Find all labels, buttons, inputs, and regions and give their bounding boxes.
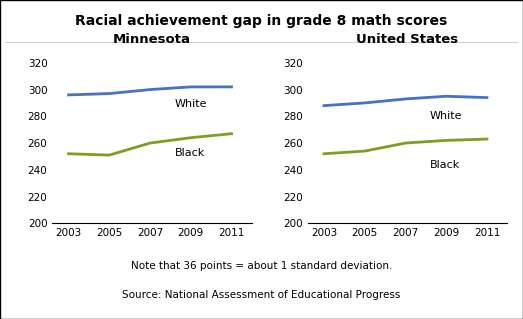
Text: Black: Black — [175, 148, 204, 159]
Text: Source: National Assessment of Educational Progress: Source: National Assessment of Education… — [122, 290, 401, 300]
Text: Racial achievement gap in grade 8 math scores: Racial achievement gap in grade 8 math s… — [75, 14, 448, 28]
Text: Black: Black — [430, 160, 460, 170]
Title: United States: United States — [357, 33, 459, 46]
Text: White: White — [430, 111, 462, 121]
Text: Note that 36 points = about 1 standard deviation.: Note that 36 points = about 1 standard d… — [131, 261, 392, 271]
Title: Minnesota: Minnesota — [113, 33, 191, 46]
Text: White: White — [175, 99, 207, 109]
